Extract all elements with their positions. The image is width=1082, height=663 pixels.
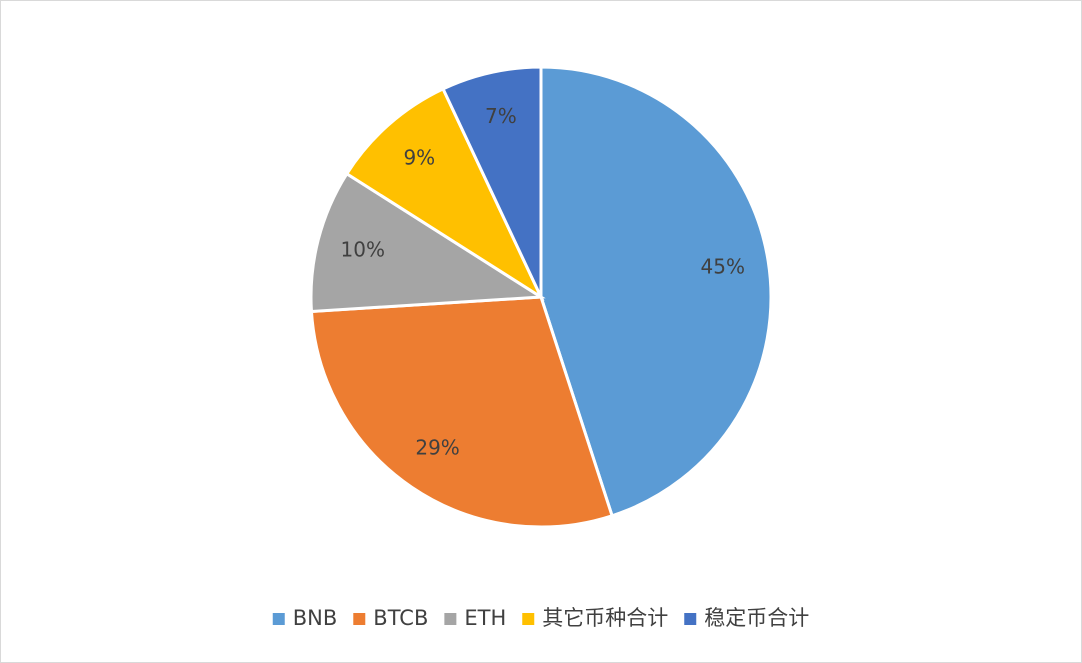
legend-label: BNB: [293, 606, 338, 630]
pie-slice: [539, 65, 773, 518]
legend-swatch: [444, 613, 457, 625]
legend-swatch: [353, 613, 366, 625]
pie-slice: [309, 171, 546, 314]
pie-slice: [441, 65, 543, 298]
legend-label: 稳定币合计: [704, 606, 809, 630]
legend-label: 其它币种合计: [542, 606, 668, 630]
legend-swatch: [684, 613, 697, 625]
pie-slice: [309, 295, 614, 529]
legend-swatch: [272, 613, 285, 625]
data-label: 10%: [341, 238, 385, 262]
legend-label: ETH: [464, 606, 506, 630]
pie-slice: [344, 86, 545, 302]
legend-label: BTCB: [373, 606, 428, 630]
data-label: 29%: [415, 436, 459, 460]
data-label: 7%: [485, 104, 517, 128]
data-label: 9%: [403, 145, 435, 169]
legend-swatch: [522, 613, 535, 625]
data-label: 45%: [701, 255, 745, 279]
